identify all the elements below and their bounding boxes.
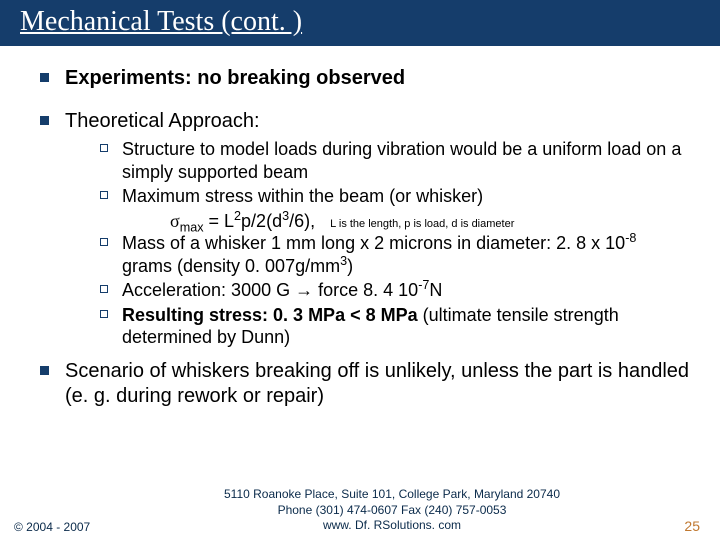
sub-bullet-maxstress: Maximum stress within the beam (or whisk… (100, 185, 690, 208)
page-number: 25 (660, 518, 700, 534)
footer-copyright: © 2004 - 2007 (14, 520, 124, 534)
footer-line3: www. Df. RSolutions. com (124, 518, 660, 534)
square-bullet-icon (40, 366, 49, 375)
sub-bullet-accel: Acceleration: 3000 G → force 8. 4 10-7N (100, 279, 690, 302)
bullet-text: Experiments: no breaking observed (65, 66, 405, 91)
bullet-text: Scenario of whiskers breaking off is unl… (65, 359, 690, 409)
open-square-bullet-icon (100, 191, 108, 199)
sub-text: Structure to model loads during vibratio… (122, 138, 690, 183)
bullet-text: Theoretical Approach: (65, 109, 260, 134)
square-bullet-icon (40, 116, 49, 125)
footer-line2: Phone (301) 474-0607 Fax (240) 757-0053 (124, 503, 660, 519)
bullet-theoretical: Theoretical Approach: (40, 109, 690, 134)
sub-list: Structure to model loads during vibratio… (100, 138, 690, 349)
sub-text: Acceleration: 3000 G → force 8. 4 10-7N (122, 279, 442, 302)
slide-title: Mechanical Tests (cont. ) (20, 6, 700, 38)
footer: © 2004 - 2007 5110 Roanoke Place, Suite … (0, 487, 720, 540)
bullet-experiments: Experiments: no breaking observed (40, 66, 690, 91)
sub-text: Mass of a whisker 1 mm long x 2 microns … (122, 232, 690, 277)
formula-note: L is the length, p is load, d is diamete… (330, 218, 514, 230)
open-square-bullet-icon (100, 285, 108, 293)
formula-line: σmax = L2p/2(d3/6), L is the length, p i… (170, 210, 690, 233)
square-bullet-icon (40, 73, 49, 82)
content-area: Experiments: no breaking observed Theore… (0, 46, 720, 409)
footer-line1: 5110 Roanoke Place, Suite 101, College P… (124, 487, 660, 503)
footer-address: 5110 Roanoke Place, Suite 101, College P… (124, 487, 660, 534)
sub-bullet-result: Resulting stress: 0. 3 MPa < 8 MPa (ulti… (100, 304, 690, 349)
bullet-scenario: Scenario of whiskers breaking off is unl… (40, 359, 690, 409)
sub-text: Maximum stress within the beam (or whisk… (122, 185, 483, 208)
open-square-bullet-icon (100, 310, 108, 318)
sub-bullet-mass: Mass of a whisker 1 mm long x 2 microns … (100, 232, 690, 277)
open-square-bullet-icon (100, 238, 108, 246)
sub-text: Resulting stress: 0. 3 MPa < 8 MPa (ulti… (122, 304, 690, 349)
open-square-bullet-icon (100, 144, 108, 152)
title-bar: Mechanical Tests (cont. ) (0, 0, 720, 46)
sub-bullet-structure: Structure to model loads during vibratio… (100, 138, 690, 183)
